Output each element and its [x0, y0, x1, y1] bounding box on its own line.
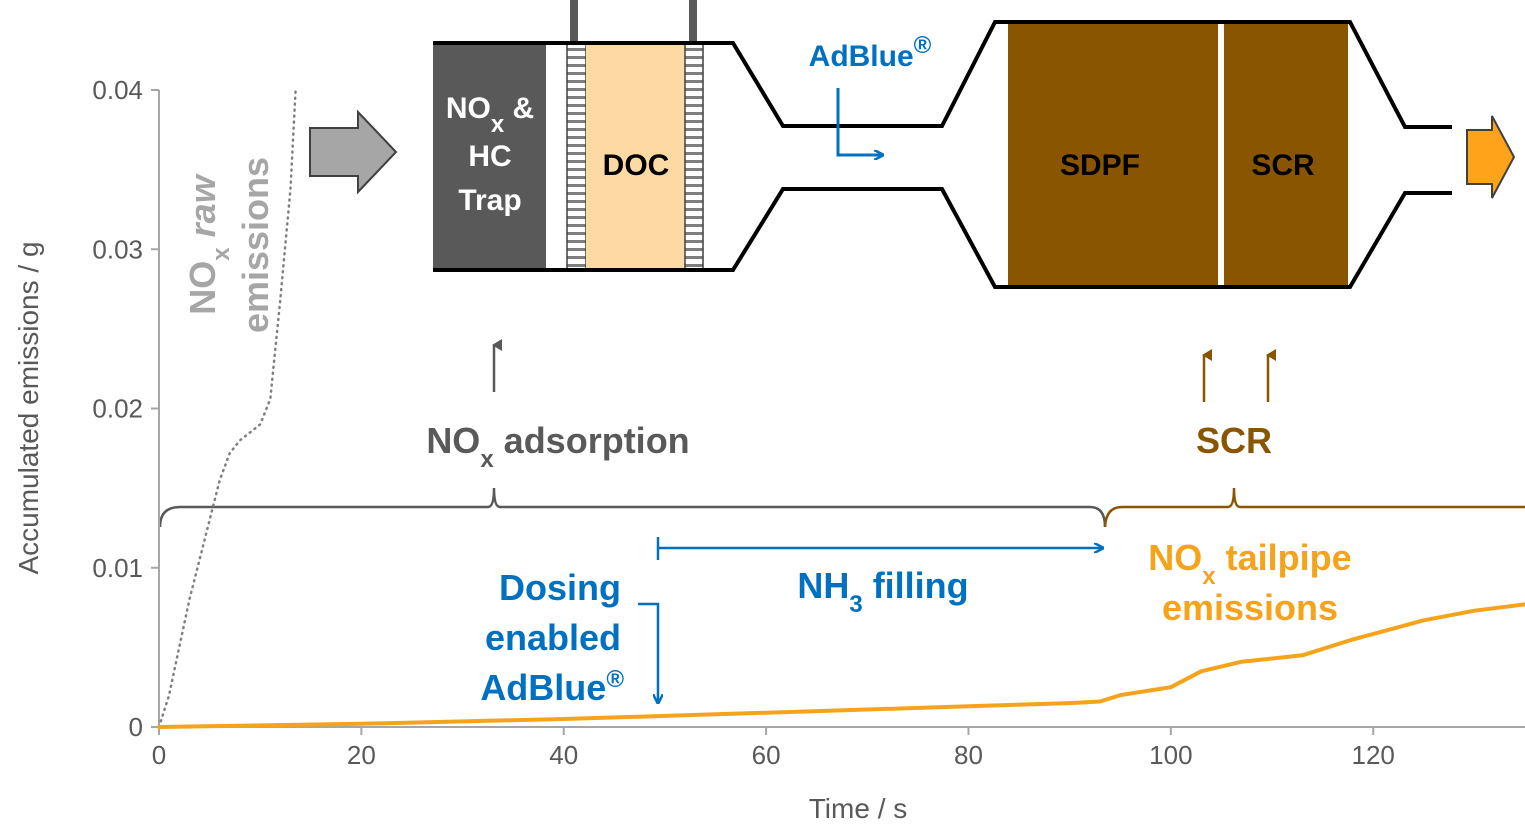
label-part: adsorption: [494, 420, 690, 461]
series-label: NOx tailpipe: [1148, 537, 1351, 590]
bracket: [160, 488, 1105, 527]
annotation: SCR: [1196, 420, 1272, 461]
annotations: NOx adsorption SCR NH3 filling Dosing en…: [160, 345, 1525, 708]
series-label: emissions: [1162, 587, 1338, 628]
annotation: AdBlue®: [480, 666, 624, 709]
bracket: [1105, 488, 1525, 527]
y-tick-label: 0.03: [92, 234, 143, 264]
diagram-label: Trap: [458, 184, 521, 217]
x-tick-label: 40: [549, 740, 578, 770]
label-part: &: [504, 92, 534, 125]
y-tick-label: 0.01: [92, 553, 143, 583]
inlet-arrow: [310, 112, 396, 192]
annotation: Dosing: [499, 567, 621, 608]
diagram-label: SDPF: [1060, 149, 1140, 182]
annotation: enabled: [485, 617, 621, 658]
diagram-label: HC: [468, 140, 511, 173]
sensor: [689, 0, 697, 45]
series-label: NOx raw: [182, 173, 235, 314]
label-part: AdBlue: [480, 667, 606, 708]
annotation: NH3 filling: [797, 565, 968, 618]
diagram-label: AdBlue®: [809, 32, 932, 74]
label-part: ®: [606, 666, 624, 693]
x-tick-label: 80: [954, 740, 983, 770]
x-tick-label: 100: [1149, 740, 1192, 770]
label-part: ®: [914, 32, 932, 59]
label-part: NO: [426, 420, 480, 461]
annotation: NOx adsorption: [426, 420, 689, 473]
diagram-label: DOC: [603, 149, 670, 182]
outlet-arrow: [1467, 116, 1514, 198]
label-part: x: [208, 247, 235, 261]
y-tick-label: 0: [129, 712, 143, 742]
aftertreatment-diagram: NOx & HC Trap DOC SDPF SCR AdBlue®: [310, 0, 1514, 287]
label-part: raw: [182, 173, 223, 247]
label-part: NH: [797, 565, 849, 606]
dosing-arrow: [638, 604, 658, 702]
label-part: x: [480, 446, 494, 473]
hatch-block: [567, 43, 586, 270]
label-part: x: [1202, 563, 1216, 590]
y-tick-label: 0.04: [92, 75, 143, 105]
sensor: [570, 0, 578, 45]
label-part: tailpipe: [1216, 537, 1352, 578]
x-tick-label: 120: [1352, 740, 1395, 770]
y-tick-label: 0.02: [92, 394, 143, 424]
label-part: AdBlue: [809, 40, 914, 73]
adblue-arrow: [838, 88, 882, 155]
hatch-block: [685, 43, 703, 270]
series-label: emissions: [235, 157, 276, 333]
label-part: NO: [1148, 537, 1202, 578]
label-part: x: [491, 111, 505, 138]
x-tick-label: 60: [752, 740, 781, 770]
label-part: filling: [863, 565, 969, 606]
label-part: NO: [446, 92, 491, 125]
label-part: 3: [849, 591, 862, 618]
y-axis-title: Accumulated emissions / g: [13, 241, 44, 574]
chart: NOx & HC Trap DOC SDPF SCR AdBlue® NOx a…: [0, 0, 1525, 826]
x-tick-label: 0: [152, 740, 166, 770]
x-axis-title: Time / s: [809, 793, 908, 824]
x-tick-label: 20: [347, 740, 376, 770]
label-part: NO: [182, 261, 223, 315]
diagram-label: SCR: [1251, 149, 1315, 182]
